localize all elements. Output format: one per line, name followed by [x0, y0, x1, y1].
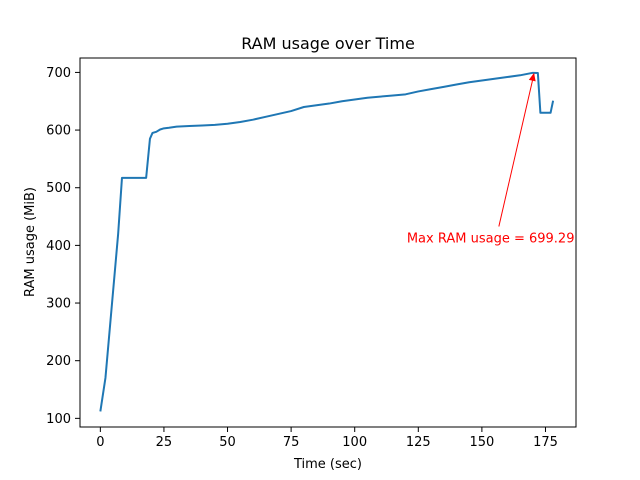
y-tick-label: 700 — [46, 66, 71, 81]
y-tick-label: 500 — [46, 181, 71, 196]
y-tick-label: 300 — [46, 297, 71, 312]
x-tick-label: 100 — [342, 435, 367, 450]
axes-frame — [79, 57, 577, 428]
x-tick-label: 25 — [156, 435, 173, 450]
x-tick-label: 125 — [406, 435, 431, 450]
x-tick-label: 0 — [96, 435, 104, 450]
series-line — [99, 71, 555, 412]
plot-area: 0 25 50 75 100 125 150 175 100 200 300 400 500 600 700 — [46, 57, 577, 450]
y-tick-label: 100 — [46, 412, 71, 427]
y-axis-label: RAM usage (MiB) — [23, 187, 38, 297]
x-tick-label: 175 — [533, 435, 558, 450]
annotation-text: Max RAM usage = 699.29 — [407, 232, 575, 247]
x-tick-label: 50 — [219, 435, 236, 450]
y-tick-label: 400 — [46, 239, 71, 254]
annotation-arrowhead — [528, 72, 536, 82]
y-tick-label: 200 — [46, 354, 71, 369]
x-tick-label: 75 — [283, 435, 300, 450]
chart-title: RAM usage over Time — [241, 34, 415, 53]
x-axis-label: Time (sec) — [293, 457, 362, 472]
annotation-arrow — [498, 73, 535, 227]
x-tick-label: 150 — [469, 435, 494, 450]
y-tick-label: 600 — [46, 124, 71, 139]
